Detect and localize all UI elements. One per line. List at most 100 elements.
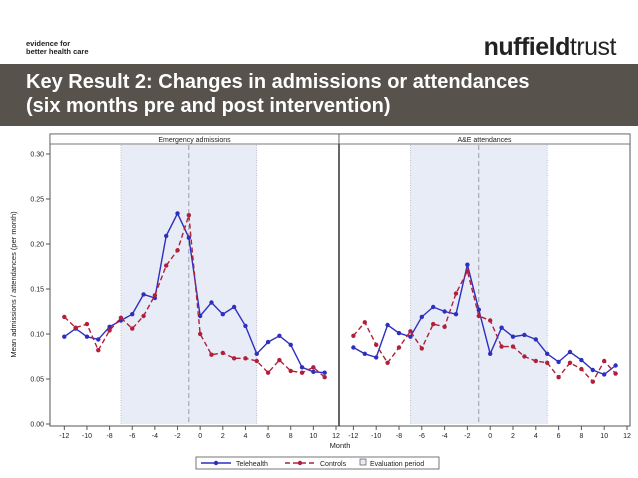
- x-tick-label: 4: [534, 433, 538, 440]
- data-point-telehealth: [408, 334, 413, 339]
- data-point-telehealth: [322, 370, 327, 375]
- brand-part-1: nuffield: [483, 33, 571, 61]
- title-banner: Key Result 2: Changes in admissions or a…: [0, 64, 638, 126]
- data-point-telehealth: [442, 309, 447, 314]
- y-tick-label: 0.00: [30, 422, 44, 429]
- data-point-telehealth: [556, 359, 561, 365]
- y-tick-label: 0.15: [30, 287, 44, 294]
- data-point-controls: [130, 326, 135, 331]
- x-tick-label: 8: [289, 433, 293, 440]
- data-point-controls: [602, 358, 607, 364]
- y-axis-label: Mean admissions / attendances (per month…: [9, 211, 18, 358]
- legend-controls-label: Controls: [320, 461, 347, 468]
- data-point-controls: [499, 344, 504, 349]
- x-tick-label: 6: [557, 433, 561, 440]
- x-tick-label: -8: [396, 433, 402, 440]
- x-tick-label: 0: [488, 433, 492, 440]
- x-tick-label: -2: [464, 433, 470, 440]
- data-point-controls: [288, 368, 293, 374]
- tagline-line-1: evidence for: [26, 39, 71, 48]
- data-point-controls: [96, 348, 101, 353]
- data-point-controls: [118, 315, 124, 320]
- data-point-telehealth: [362, 351, 367, 356]
- data-point-telehealth: [299, 365, 305, 370]
- data-point-telehealth: [545, 351, 550, 356]
- data-point-controls: [522, 354, 527, 359]
- x-tick-label: 12: [623, 433, 631, 440]
- data-point-controls: [533, 358, 538, 364]
- x-tick-label: -2: [174, 433, 180, 440]
- brand-part-2: trust: [569, 33, 617, 61]
- data-point-telehealth: [209, 300, 214, 305]
- data-point-telehealth: [374, 355, 379, 360]
- legend-box: [195, 456, 440, 470]
- x-tick-label: 10: [600, 433, 608, 440]
- data-point-telehealth: [590, 367, 595, 373]
- x-tick-label: 8: [579, 433, 583, 440]
- data-point-controls: [590, 379, 595, 384]
- data-point-controls: [396, 345, 402, 350]
- x-axis-label: Month: [330, 441, 351, 450]
- series-line-controls: [352, 269, 617, 383]
- data-point-telehealth: [197, 313, 203, 319]
- x-tick-label: 4: [243, 433, 247, 440]
- data-point-controls: [579, 366, 584, 372]
- data-point-telehealth: [351, 345, 356, 350]
- data-point-telehealth: [141, 292, 146, 297]
- data-point-controls: [243, 356, 248, 361]
- data-point-controls: [73, 325, 78, 330]
- y-tick-label: 0.30: [30, 152, 44, 159]
- data-point-controls: [164, 263, 169, 268]
- x-tick-label: 10: [309, 433, 317, 440]
- data-point-controls: [62, 314, 67, 320]
- data-point-controls: [385, 360, 390, 365]
- data-point-telehealth: [488, 351, 493, 356]
- legend-telehealth-marker: [213, 460, 219, 466]
- data-point-controls: [419, 346, 424, 351]
- data-point-telehealth: [164, 233, 169, 239]
- data-point-controls: [476, 313, 481, 319]
- x-tick-label: -8: [106, 433, 112, 440]
- panel-title: Emergency admissions: [158, 137, 231, 144]
- data-point-telehealth: [476, 307, 481, 312]
- x-tick-label: 2: [221, 433, 225, 440]
- data-point-controls: [175, 248, 180, 253]
- data-point-controls: [351, 333, 356, 338]
- data-point-controls: [311, 365, 316, 370]
- x-tick-label: 0: [198, 433, 202, 440]
- data-point-telehealth: [107, 324, 112, 329]
- legend: Telehealth Controls Evaluation period: [195, 456, 440, 470]
- data-point-controls: [545, 360, 550, 365]
- x-tick-label: -6: [129, 433, 135, 440]
- tagline-logo: evidence for better health care: [26, 40, 89, 56]
- data-point-controls: [431, 321, 436, 327]
- data-point-telehealth: [602, 372, 607, 377]
- series-line-telehealth: [353, 264, 617, 376]
- data-point-telehealth: [288, 342, 293, 347]
- data-point-telehealth: [385, 322, 390, 328]
- data-point-controls: [209, 352, 214, 357]
- y-tick-label: 0.20: [30, 242, 44, 249]
- data-point-telehealth: [579, 357, 584, 363]
- data-point-telehealth: [465, 262, 470, 267]
- data-point-telehealth: [220, 312, 225, 317]
- data-point-telehealth: [84, 334, 90, 339]
- x-tick-label: -12: [348, 433, 358, 440]
- x-tick-label: -4: [441, 433, 447, 440]
- y-tick-label: 0.25: [30, 197, 44, 204]
- x-tick-label: -6: [419, 433, 425, 440]
- data-point-controls: [220, 350, 225, 356]
- data-point-telehealth: [522, 332, 527, 338]
- data-point-telehealth: [311, 369, 316, 374]
- slide-title-line-2: (six months pre and post intervention): [26, 95, 391, 117]
- data-point-telehealth: [510, 334, 516, 339]
- panel-ae-attendances: A&E attendances -12 -10 -8 -6 -4 -2 0 2 4 6 8 10 12: [338, 133, 631, 440]
- data-point-controls: [567, 360, 573, 365]
- data-point-telehealth: [254, 351, 259, 356]
- data-point-controls: [488, 318, 493, 323]
- x-tick-label: -10: [82, 433, 92, 440]
- data-point-controls: [465, 268, 470, 274]
- data-point-controls: [374, 342, 379, 347]
- x-tick-label: 2: [511, 433, 515, 440]
- data-point-controls: [197, 331, 203, 337]
